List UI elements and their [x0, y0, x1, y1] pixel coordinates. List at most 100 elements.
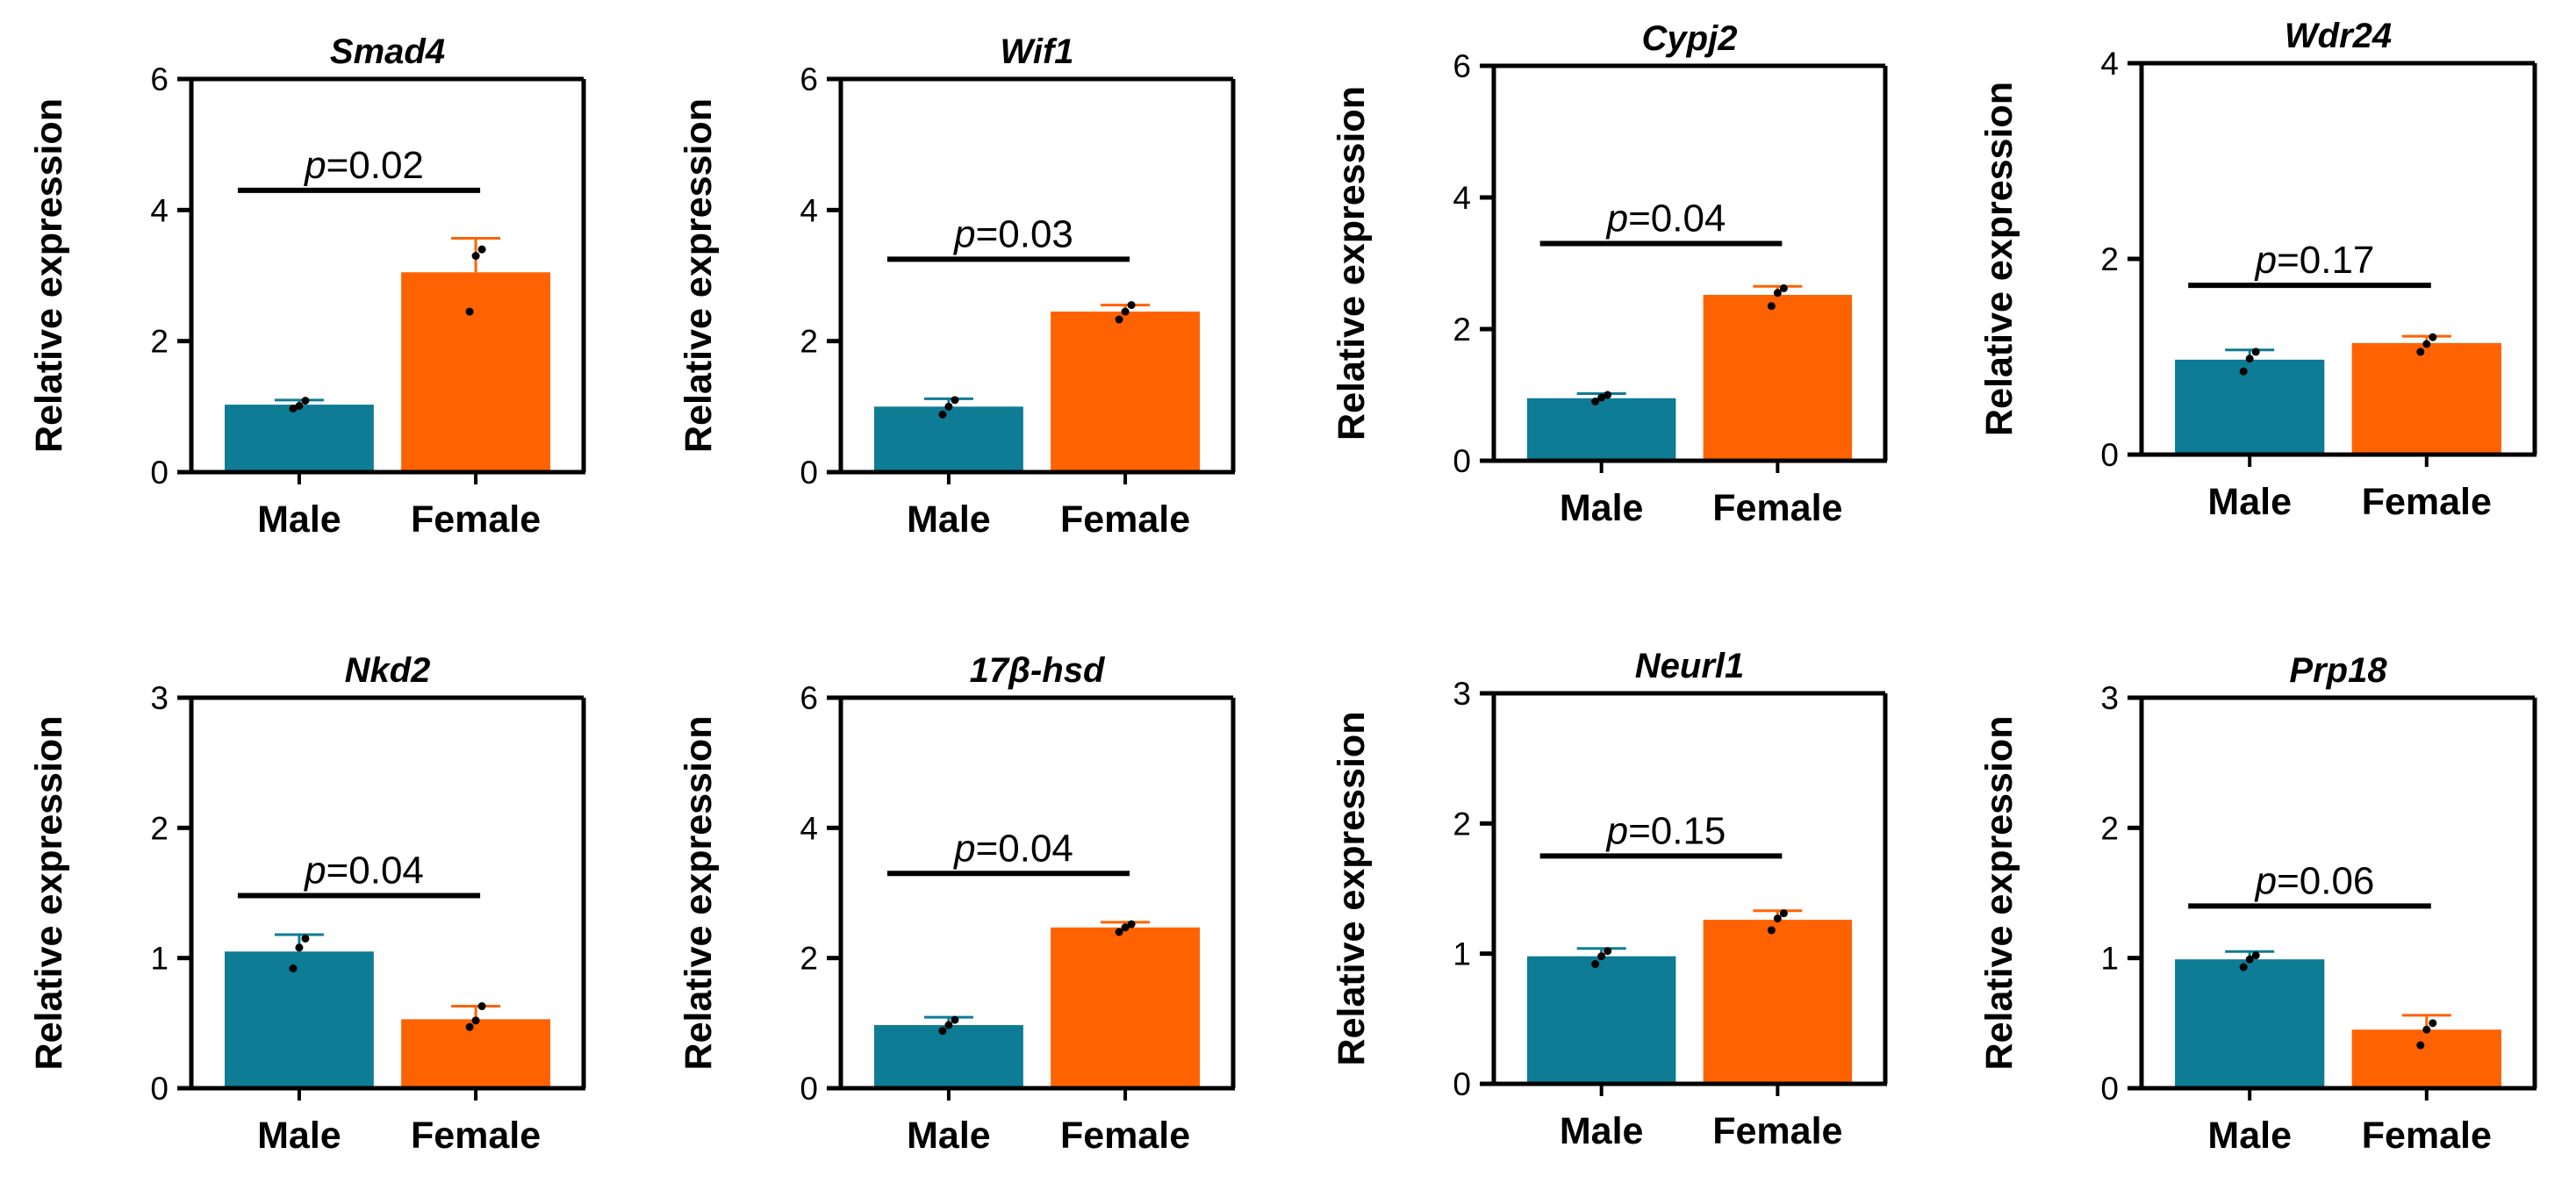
panel-2: 0 2 4 6 Male Female Wif1 Relative expression p=0…	[678, 32, 1236, 541]
panel-title: Cypj2	[1642, 19, 1738, 58]
p-symbol: p	[1605, 809, 1628, 852]
category-label-male: Male	[257, 1115, 341, 1157]
y-axis-label: Relative expression	[678, 716, 720, 1071]
category-label-female: Female	[411, 498, 541, 541]
data-point-male	[951, 1015, 959, 1024]
p-value: =0.17	[2277, 239, 2374, 282]
data-point-female	[1767, 302, 1776, 311]
y-tick-label: 0	[2100, 437, 2119, 473]
y-tick-label: 2	[150, 324, 169, 360]
y-tick-label: 0	[2100, 1071, 2119, 1107]
panel-5: 0 1 2 3 Male Female Nkd2 Relative expression p=0…	[28, 651, 586, 1157]
y-tick-label: 0	[1453, 1066, 1471, 1102]
data-point-female	[1767, 926, 1776, 935]
p-value-label: p=0.06	[2254, 859, 2375, 902]
p-value-label: p=0.04	[952, 827, 1073, 870]
panel-3: 0 2 4 6 Male Female Cypj2 Relative expression p=…	[1331, 19, 1888, 529]
bar-male	[1526, 398, 1676, 461]
bar-female	[1051, 312, 1201, 472]
y-tick-label: 0	[150, 1071, 169, 1107]
y-tick-label: 2	[2100, 241, 2119, 277]
data-point-male	[1597, 393, 1606, 402]
p-value: =0.04	[976, 827, 1073, 870]
bar-male	[2175, 959, 2325, 1088]
data-point-male	[2239, 963, 2248, 971]
category-label-female: Female	[2362, 1115, 2492, 1157]
p-value-label: p=0.15	[1605, 809, 1726, 852]
data-point-male	[938, 410, 947, 419]
panel-title: Smad4	[330, 32, 445, 71]
p-symbol: p	[1605, 197, 1628, 240]
p-symbol: p	[303, 849, 326, 892]
bar-male	[224, 405, 374, 472]
data-point-female	[1127, 920, 1136, 928]
panel-6: 0 2 4 6 Male Female 17β-hsd Relative expression…	[678, 651, 1236, 1157]
category-label-female: Female	[411, 1115, 541, 1157]
data-point-male	[938, 1027, 947, 1036]
y-tick-label: 3	[1453, 676, 1471, 712]
y-tick-label: 1	[150, 941, 169, 977]
data-point-female	[1121, 923, 1130, 932]
data-point-female	[2416, 348, 2425, 356]
y-tick-label: 0	[150, 455, 169, 491]
p-value: =0.06	[2277, 859, 2374, 902]
y-axis-label: Relative expression	[28, 98, 70, 453]
y-tick-label: 6	[800, 680, 818, 716]
bar-male	[873, 1025, 1023, 1088]
data-point-female	[1773, 914, 1782, 923]
y-tick-label: 3	[150, 680, 169, 716]
panel-title: Wdr24	[2285, 17, 2392, 55]
data-point-female	[465, 307, 474, 316]
p-symbol: p	[2254, 859, 2277, 902]
p-symbol: p	[952, 212, 975, 255]
bar-female	[401, 1019, 551, 1088]
category-label-male: Male	[257, 498, 341, 541]
data-point-female	[1779, 284, 1788, 292]
data-point-female	[2422, 1025, 2431, 1034]
data-point-male	[944, 1021, 953, 1029]
p-value-label: p=0.04	[303, 849, 424, 892]
y-axis-label: Relative expression	[1331, 86, 1373, 441]
data-point-female	[2416, 1041, 2425, 1050]
p-value: =0.03	[976, 212, 1073, 255]
data-point-male	[301, 934, 310, 943]
y-tick-label: 0	[800, 455, 818, 491]
panel-title: Nkd2	[345, 651, 431, 690]
category-label-female: Female	[1060, 498, 1190, 541]
panel-title: Neurl1	[1635, 647, 1745, 685]
y-tick-label: 2	[2100, 810, 2119, 846]
data-point-female	[1115, 928, 1123, 936]
y-tick-label: 1	[1453, 936, 1471, 972]
data-point-female	[477, 245, 486, 254]
category-label-female: Female	[1712, 487, 1842, 529]
y-tick-label: 6	[800, 61, 818, 97]
bar-female	[2351, 1029, 2501, 1088]
data-point-female	[1773, 289, 1782, 298]
data-point-female	[465, 1022, 474, 1031]
data-point-male	[1604, 391, 1612, 399]
y-tick-label: 0	[800, 1071, 818, 1107]
bar-female	[1703, 295, 1853, 461]
panel-4: 0 2 4 Male Female Wdr24 Relative expression p=0…	[1978, 17, 2537, 523]
category-label-male: Male	[2207, 1115, 2292, 1157]
data-point-male	[2251, 951, 2260, 960]
p-symbol: p	[952, 827, 975, 870]
p-value-label: p=0.04	[1605, 197, 1726, 240]
panel-title: Wif1	[1000, 32, 1073, 71]
bar-male	[224, 951, 374, 1088]
y-tick-label: 2	[150, 810, 169, 846]
y-tick-label: 0	[1453, 443, 1471, 479]
data-point-male	[1597, 952, 1606, 961]
category-label-male: Male	[2207, 481, 2292, 523]
y-tick-label: 4	[800, 810, 818, 846]
category-label-female: Female	[1060, 1115, 1190, 1157]
bar-male	[1526, 956, 1676, 1084]
y-axis-label: Relative expression	[678, 98, 720, 453]
panel-8: 0 1 2 3 Male Female Prp18 Relative expression p=…	[1978, 651, 2537, 1157]
y-tick-label: 2	[800, 324, 818, 360]
data-point-male	[295, 402, 304, 411]
p-value-label: p=0.17	[2254, 239, 2375, 282]
data-point-female	[477, 1002, 486, 1011]
y-axis-label: Relative expression	[1331, 712, 1373, 1066]
data-point-female	[1121, 307, 1130, 316]
